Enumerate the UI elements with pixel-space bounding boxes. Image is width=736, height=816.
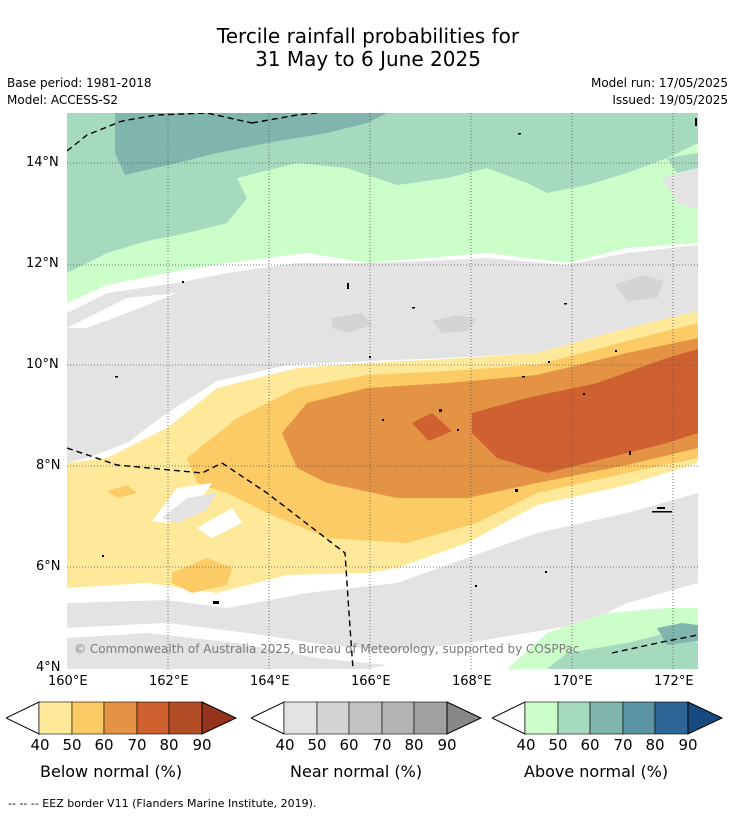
below-70-small xyxy=(412,413,452,441)
map-title-line1: Tercile rainfall probabilities for xyxy=(216,24,520,48)
x-tick-160E: 160°E xyxy=(48,674,88,689)
above-tick-40: 40 xyxy=(516,736,536,754)
y-tick-4N: 4°N xyxy=(36,660,61,675)
issued-date: Issued: 19/05/2025 xyxy=(612,93,728,107)
y-tick-14N: 14°N xyxy=(26,155,59,170)
y-tick-6N: 6°N xyxy=(36,559,61,574)
grid-lines xyxy=(67,113,698,669)
x-tick-162E: 162°E xyxy=(149,674,189,689)
island-marks xyxy=(102,118,697,604)
colorbar-near xyxy=(251,701,483,735)
below-tick-50: 50 xyxy=(62,736,82,754)
near-south-band xyxy=(67,493,698,651)
near-west-patch xyxy=(162,493,217,523)
rainfall-map xyxy=(67,113,698,669)
y-tick-12N: 12°N xyxy=(26,256,59,271)
above-tick-70: 70 xyxy=(613,736,633,754)
near-normal-label: Near normal (%) xyxy=(290,762,423,781)
base-period: Base period: 1981-2018 xyxy=(7,76,152,90)
near-tick-90: 90 xyxy=(437,736,457,754)
x-tick-172E: 172°E xyxy=(654,674,694,689)
below-tick-40: 40 xyxy=(30,736,50,754)
eez-footnote: -- -- -- EEZ border V11 (Flanders Marine… xyxy=(8,797,317,810)
near-tick-50: 50 xyxy=(307,736,327,754)
near-50-patch-2 xyxy=(332,313,372,333)
colorbar-above xyxy=(492,701,724,735)
x-tick-170E: 170°E xyxy=(553,674,593,689)
x-tick-164E: 164°E xyxy=(250,674,290,689)
near-tick-70: 70 xyxy=(372,736,392,754)
above-60-south xyxy=(657,623,698,645)
near-white-gap xyxy=(67,293,177,328)
below-tick-60: 60 xyxy=(94,736,114,754)
above-60-region xyxy=(115,113,387,175)
map-title-line2: 31 May to 6 June 2025 xyxy=(255,47,481,71)
white-west-2 xyxy=(197,508,242,538)
below-70-region xyxy=(472,349,698,473)
copyright-notice: © Commonwealth of Australia 2025, Bureau… xyxy=(74,642,580,656)
near-tick-80: 80 xyxy=(404,736,424,754)
above-tick-80: 80 xyxy=(645,736,665,754)
above-50-region xyxy=(67,113,698,273)
near-bottom-band xyxy=(67,633,387,669)
near-50-patch-1 xyxy=(615,275,664,301)
above-tick-50: 50 xyxy=(548,736,568,754)
y-tick-10N: 10°N xyxy=(26,357,59,372)
y-tick-8N: 8°N xyxy=(36,458,61,473)
colorbar-below xyxy=(6,701,238,735)
above-tick-60: 60 xyxy=(580,736,600,754)
model-name: Model: ACCESS-S2 xyxy=(7,93,119,107)
near-tick-40: 40 xyxy=(275,736,295,754)
near-50-patch-3 xyxy=(432,315,477,333)
above-normal-label: Above normal (%) xyxy=(524,762,669,781)
near-tick-60: 60 xyxy=(339,736,359,754)
x-tick-168E: 168°E xyxy=(452,674,492,689)
eez-borders xyxy=(67,113,698,669)
model-run: Model run: 17/05/2025 xyxy=(590,76,728,90)
below-normal-label: Below normal (%) xyxy=(40,762,183,781)
above-tick-90: 90 xyxy=(678,736,698,754)
near-east-north xyxy=(662,168,698,208)
below-tick-90: 90 xyxy=(192,736,212,754)
x-tick-166E: 166°E xyxy=(351,674,391,689)
below-tick-70: 70 xyxy=(127,736,147,754)
near-40-band xyxy=(67,245,698,463)
below-50-west xyxy=(107,485,137,498)
below-tick-80: 80 xyxy=(159,736,179,754)
